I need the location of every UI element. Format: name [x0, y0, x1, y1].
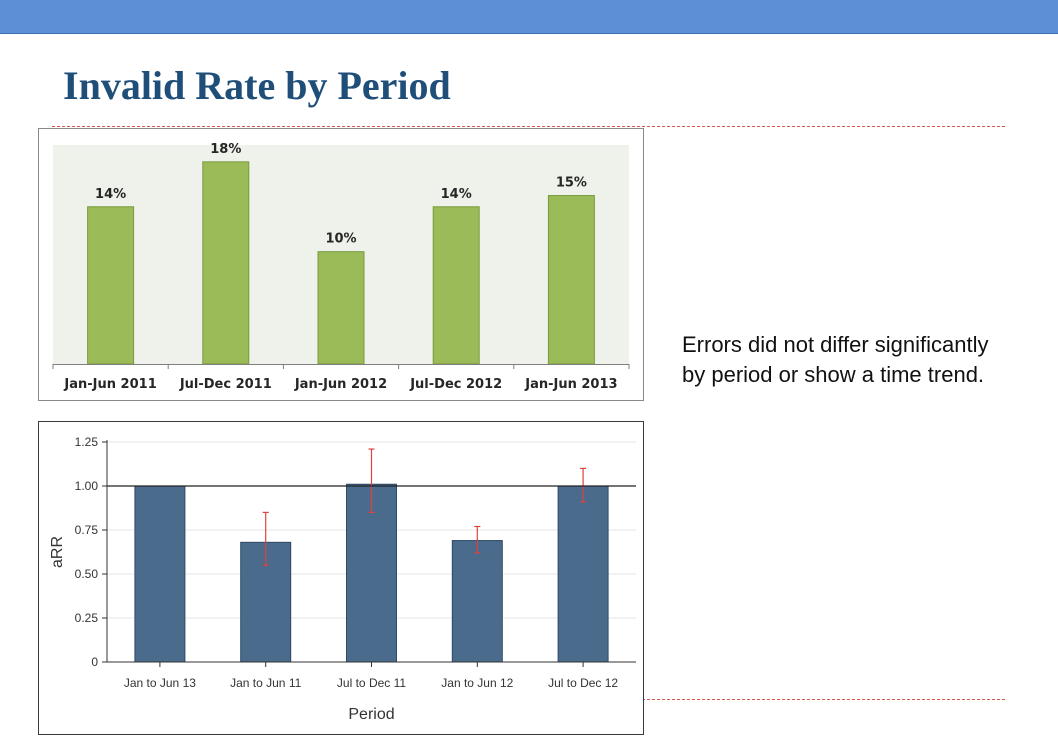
x-tick-label-2: Jul to Dec 11: [337, 676, 406, 690]
bar-4: [557, 485, 609, 663]
bar-0: [87, 206, 135, 365]
summary-note: Errors did not differ significantly by p…: [682, 332, 989, 387]
x-tick-label-2: Jan-Jun 2012: [294, 377, 387, 392]
arr-chart: 0 0.25 0.50 0.75 1.00 1.25 Jan to Jun 13 Jan to…: [38, 421, 644, 735]
x-tick-label-1: Jan to Jun 11: [230, 676, 301, 690]
x-tick-label-0: Jan-Jun 2011: [63, 377, 156, 392]
bar-4: [547, 195, 595, 365]
top-accent-bar: [0, 0, 1058, 34]
x-tick-label-0: Jan to Jun 13: [124, 676, 196, 690]
x-tick-label-4: Jan-Jun 2013: [524, 377, 617, 392]
bar-3: [451, 540, 503, 663]
x-tick-label-1: Jul-Dec 2011: [179, 377, 272, 392]
x-tick-label-3: Jan to Jun 12: [441, 676, 513, 690]
data-label-3: 14%: [441, 187, 472, 202]
bar-2: [317, 251, 365, 365]
invalid-rate-chart-svg: 14% Jan-Jun 2011 18% Jul-Dec 2011 10% Jan-Jun…: [52, 142, 630, 392]
data-label-4: 15%: [556, 176, 587, 191]
y-tick-label-2: 0.50: [75, 567, 99, 581]
slide-title: Invalid Rate by Period: [63, 63, 451, 108]
data-label-2: 10%: [325, 232, 356, 247]
arr-chart-svg: 0 0.25 0.50 0.75 1.00 1.25 Jan to Jun 13 Jan to…: [49, 435, 636, 723]
data-label-1: 18%: [210, 142, 241, 157]
y-tick-label-5: 1.25: [75, 435, 99, 449]
x-tick-label-3: Jul-Dec 2012: [409, 377, 502, 392]
y-tick-label-0: 0: [91, 655, 98, 669]
y-tick-label-1: 0.25: [75, 611, 99, 625]
top-dashed-divider: [52, 126, 1005, 127]
x-tick-label-4: Jul to Dec 12: [548, 676, 618, 690]
bar-3: [432, 206, 480, 365]
bar-2: [346, 483, 397, 663]
y-tick-label-3: 0.75: [75, 523, 99, 537]
bar-0: [134, 485, 186, 663]
invalid-rate-chart: 14% Jan-Jun 2011 18% Jul-Dec 2011 10% Jan-Jun…: [38, 128, 644, 401]
data-label-0: 14%: [95, 187, 126, 202]
y-axis-title: aRR: [49, 536, 66, 568]
x-axis-title: Period: [348, 706, 394, 723]
y-tick-label-4: 1.00: [75, 479, 99, 493]
bar-1: [202, 161, 250, 365]
